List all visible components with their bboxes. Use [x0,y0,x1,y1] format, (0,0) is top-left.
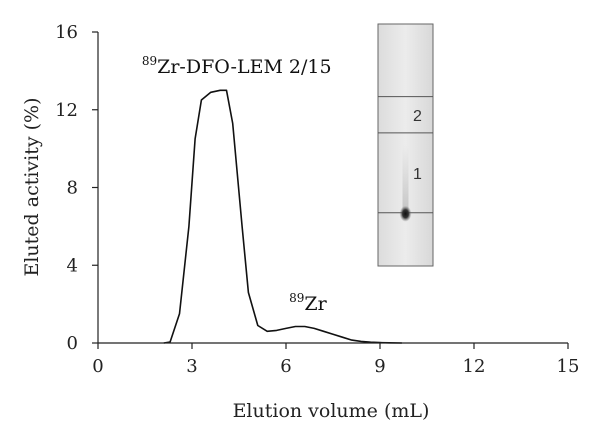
x-tick-label: 6 [280,356,291,377]
x-tick-label: 12 [463,356,486,377]
tlc-smear [402,145,409,213]
annotation-label: 89Zr [289,291,327,315]
x-tick-label: 3 [186,356,197,377]
annotation-text: Zr [304,293,327,315]
y-axis-title: Eluted activity (%) [21,97,43,276]
y-tick-label: 12 [55,100,78,121]
tlc-region-label: 1 [413,166,422,183]
tlc-region-label: 2 [413,108,422,125]
annotation-text: Zr-DFO-LEM 2/15 [157,56,331,78]
tlc-spot [399,205,412,222]
plot-area [163,89,402,344]
series-line [163,89,402,344]
y-tick-label: 0 [67,333,78,354]
x-tick-label: 15 [557,356,580,377]
y-tick-label: 8 [67,178,78,199]
y-axis: 0 4 8 12 16 [55,22,99,354]
x-axis: 0 3 6 9 12 15 [92,342,580,377]
y-tick-label: 16 [55,22,78,43]
x-tick-label: 9 [374,356,385,377]
x-tick-label: 0 [92,356,103,377]
annotation-superscript: 89 [289,291,304,305]
annotation-superscript: 89 [142,54,157,68]
tlc-inset: 21 [377,23,434,267]
x-axis-title: Elution volume (mL) [233,400,430,422]
y-tick-label: 4 [67,255,78,276]
annotation-label: 89Zr-DFO-LEM 2/15 [142,54,332,78]
